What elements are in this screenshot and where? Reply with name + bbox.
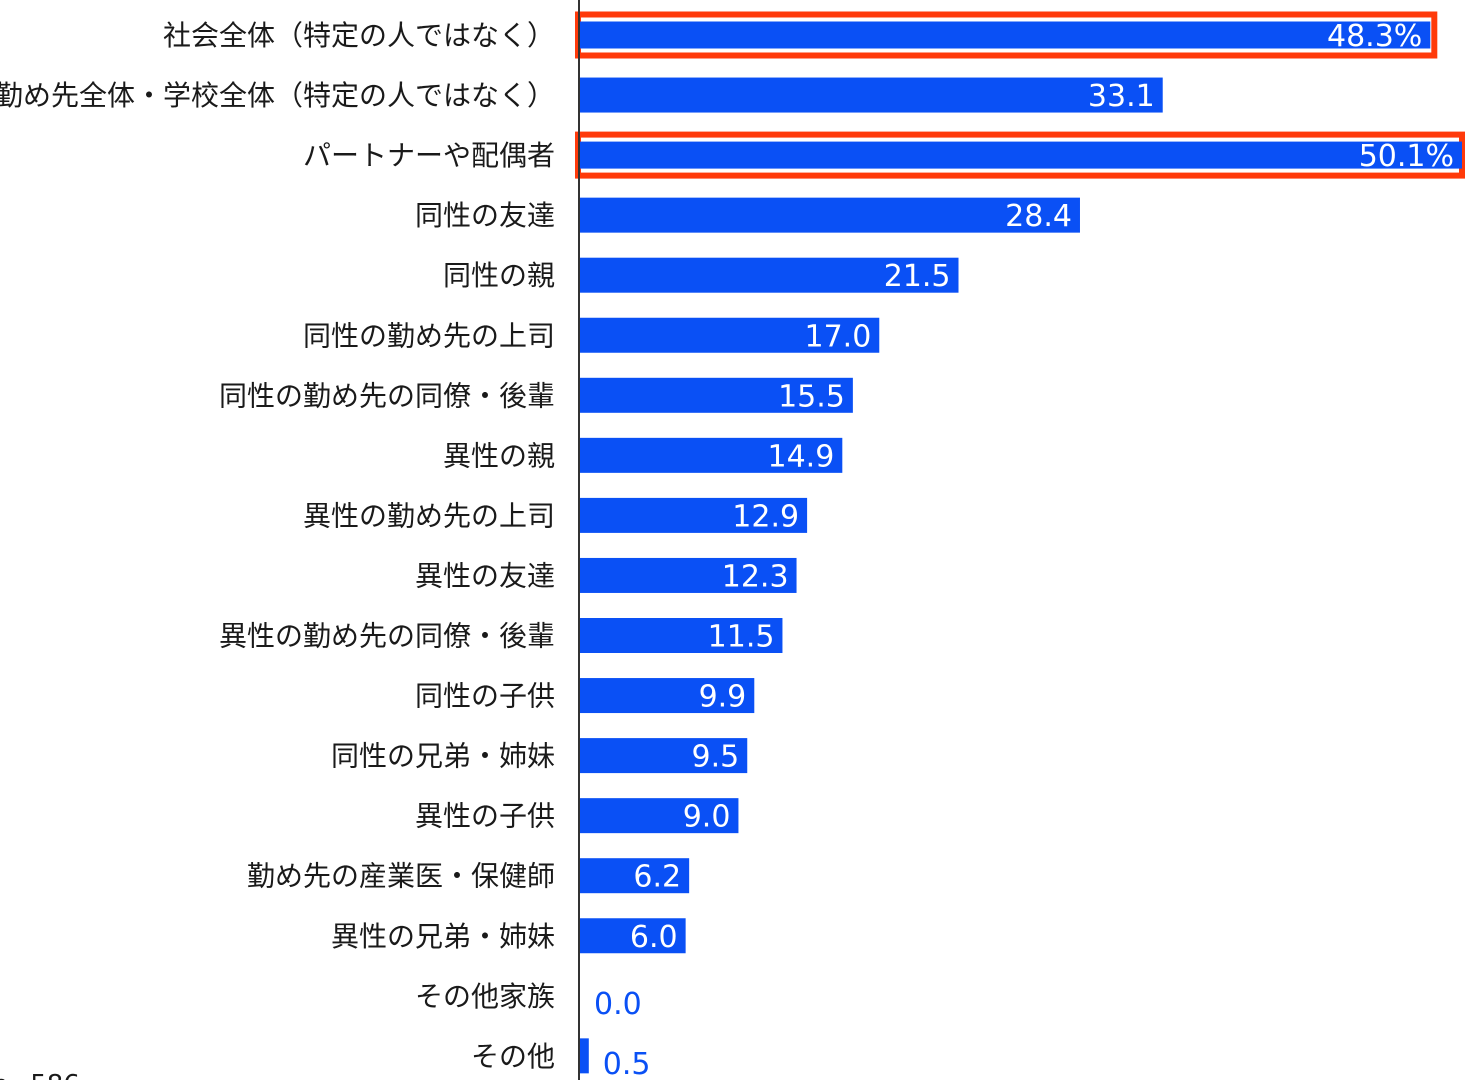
- category-label: 異性の勤め先の上司: [303, 499, 555, 532]
- category-label: その他家族: [415, 980, 555, 1013]
- category-label: 社会全体（特定の人ではなく）: [163, 19, 555, 52]
- category-label: 同性の勤め先の同僚・後輩: [219, 379, 555, 412]
- bar: [580, 557, 797, 593]
- value-label: 6.0: [630, 920, 678, 955]
- category-label: 異性の友達: [415, 559, 555, 592]
- category-label: 異性の兄弟・姉妹: [331, 920, 555, 953]
- bar: [580, 141, 1462, 169]
- value-label: 9.0: [683, 800, 731, 835]
- value-label: 9.5: [692, 740, 740, 775]
- value-label: 9.9: [699, 680, 747, 715]
- bar: [580, 678, 755, 714]
- value-label: 14.9: [768, 439, 835, 474]
- category-label: 異性の親: [443, 439, 555, 472]
- value-label: 12.3: [722, 559, 789, 594]
- bars-layer: 48.3% 33.1 50.1% 28.4 21.5 17.0 15.5 14.9 12.9 12…: [575, 11, 1465, 1080]
- value-label: 50.1%: [1359, 139, 1454, 174]
- value-label: 33.1: [1088, 79, 1155, 114]
- category-label: その他: [471, 1040, 555, 1073]
- category-label: 勤め先の産業医・保健師: [247, 860, 555, 893]
- value-label: 28.4: [1005, 199, 1072, 234]
- bar: [580, 918, 686, 954]
- sample-size-note: n=586: [0, 1070, 80, 1080]
- category-label: 同性の友達: [415, 199, 555, 232]
- value-label: 15.5: [778, 379, 845, 414]
- value-label: 17.0: [804, 319, 871, 354]
- bar: [580, 21, 1431, 49]
- bar: [580, 858, 690, 894]
- bar: [580, 317, 880, 353]
- value-label: 6.2: [633, 860, 681, 895]
- bar: [580, 1038, 589, 1074]
- bar: [580, 437, 843, 473]
- value-label: 48.3%: [1327, 19, 1422, 54]
- bar: [580, 618, 783, 653]
- category-label: 同性の子供: [415, 680, 555, 713]
- value-label: 0.5: [603, 1047, 651, 1080]
- category-label: 異性の勤め先の同僚・後輩: [219, 620, 555, 653]
- value-label: 21.5: [884, 259, 951, 294]
- value-label: 0.0: [594, 987, 642, 1022]
- category-label: 勤め先全体・学校全体（特定の人ではなく）: [0, 79, 555, 112]
- category-label: 同性の親: [443, 259, 555, 292]
- bar: [580, 738, 748, 774]
- bar: [580, 377, 853, 413]
- bar: [580, 798, 739, 834]
- value-label: 12.9: [732, 499, 799, 534]
- bar: [580, 497, 808, 533]
- bar: [580, 77, 1163, 113]
- bar: [580, 197, 1080, 233]
- category-labels: 社会全体（特定の人ではなく） 勤め先全体・学校全体（特定の人ではなく） パートナーや…: [0, 19, 555, 1073]
- category-label: 同性の兄弟・姉妹: [331, 740, 555, 773]
- category-label: 異性の子供: [415, 800, 555, 833]
- category-label: 同性の勤め先の上司: [303, 319, 555, 352]
- value-label: 11.5: [708, 620, 775, 655]
- bar: [580, 257, 959, 293]
- category-label: パートナーや配偶者: [303, 139, 555, 172]
